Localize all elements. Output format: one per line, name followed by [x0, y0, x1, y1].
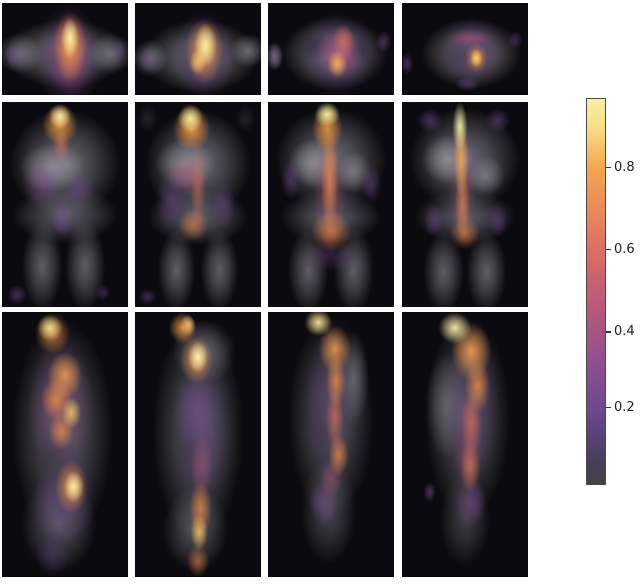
slice-panel-axial-2 — [135, 3, 261, 95]
slice-panel-coronal-4 — [402, 102, 528, 307]
colorbar-tickmark-0.2 — [606, 406, 611, 409]
slice-panel-axial-3 — [268, 3, 394, 95]
slice-panel-coronal-3 — [268, 102, 394, 307]
colorbar-tickmark-0.6 — [606, 249, 611, 251]
slice-panel-sagittal-3 — [268, 312, 394, 577]
colorbar — [586, 98, 606, 485]
slice-panel-axial-1 — [2, 3, 128, 95]
slice-panel-coronal-2 — [135, 102, 261, 307]
slice-panel-sagittal-1 — [2, 312, 128, 577]
slice-panel-sagittal-2 — [135, 312, 261, 577]
colorbar-tick-label: 0.2 — [614, 399, 635, 415]
colorbar-tickmark-0.8 — [606, 167, 611, 169]
colorbar-tick-label: 0.8 — [614, 160, 635, 176]
slice-panel-axial-4 — [402, 3, 528, 95]
slice-panel-sagittal-4 — [402, 312, 528, 577]
slice-panel-coronal-1 — [2, 102, 128, 307]
colorbar-tickmark-0.4 — [606, 331, 611, 333]
colorbar-tick-label: 0.6 — [614, 242, 635, 258]
colorbar-tick-label: 0.4 — [614, 324, 635, 340]
